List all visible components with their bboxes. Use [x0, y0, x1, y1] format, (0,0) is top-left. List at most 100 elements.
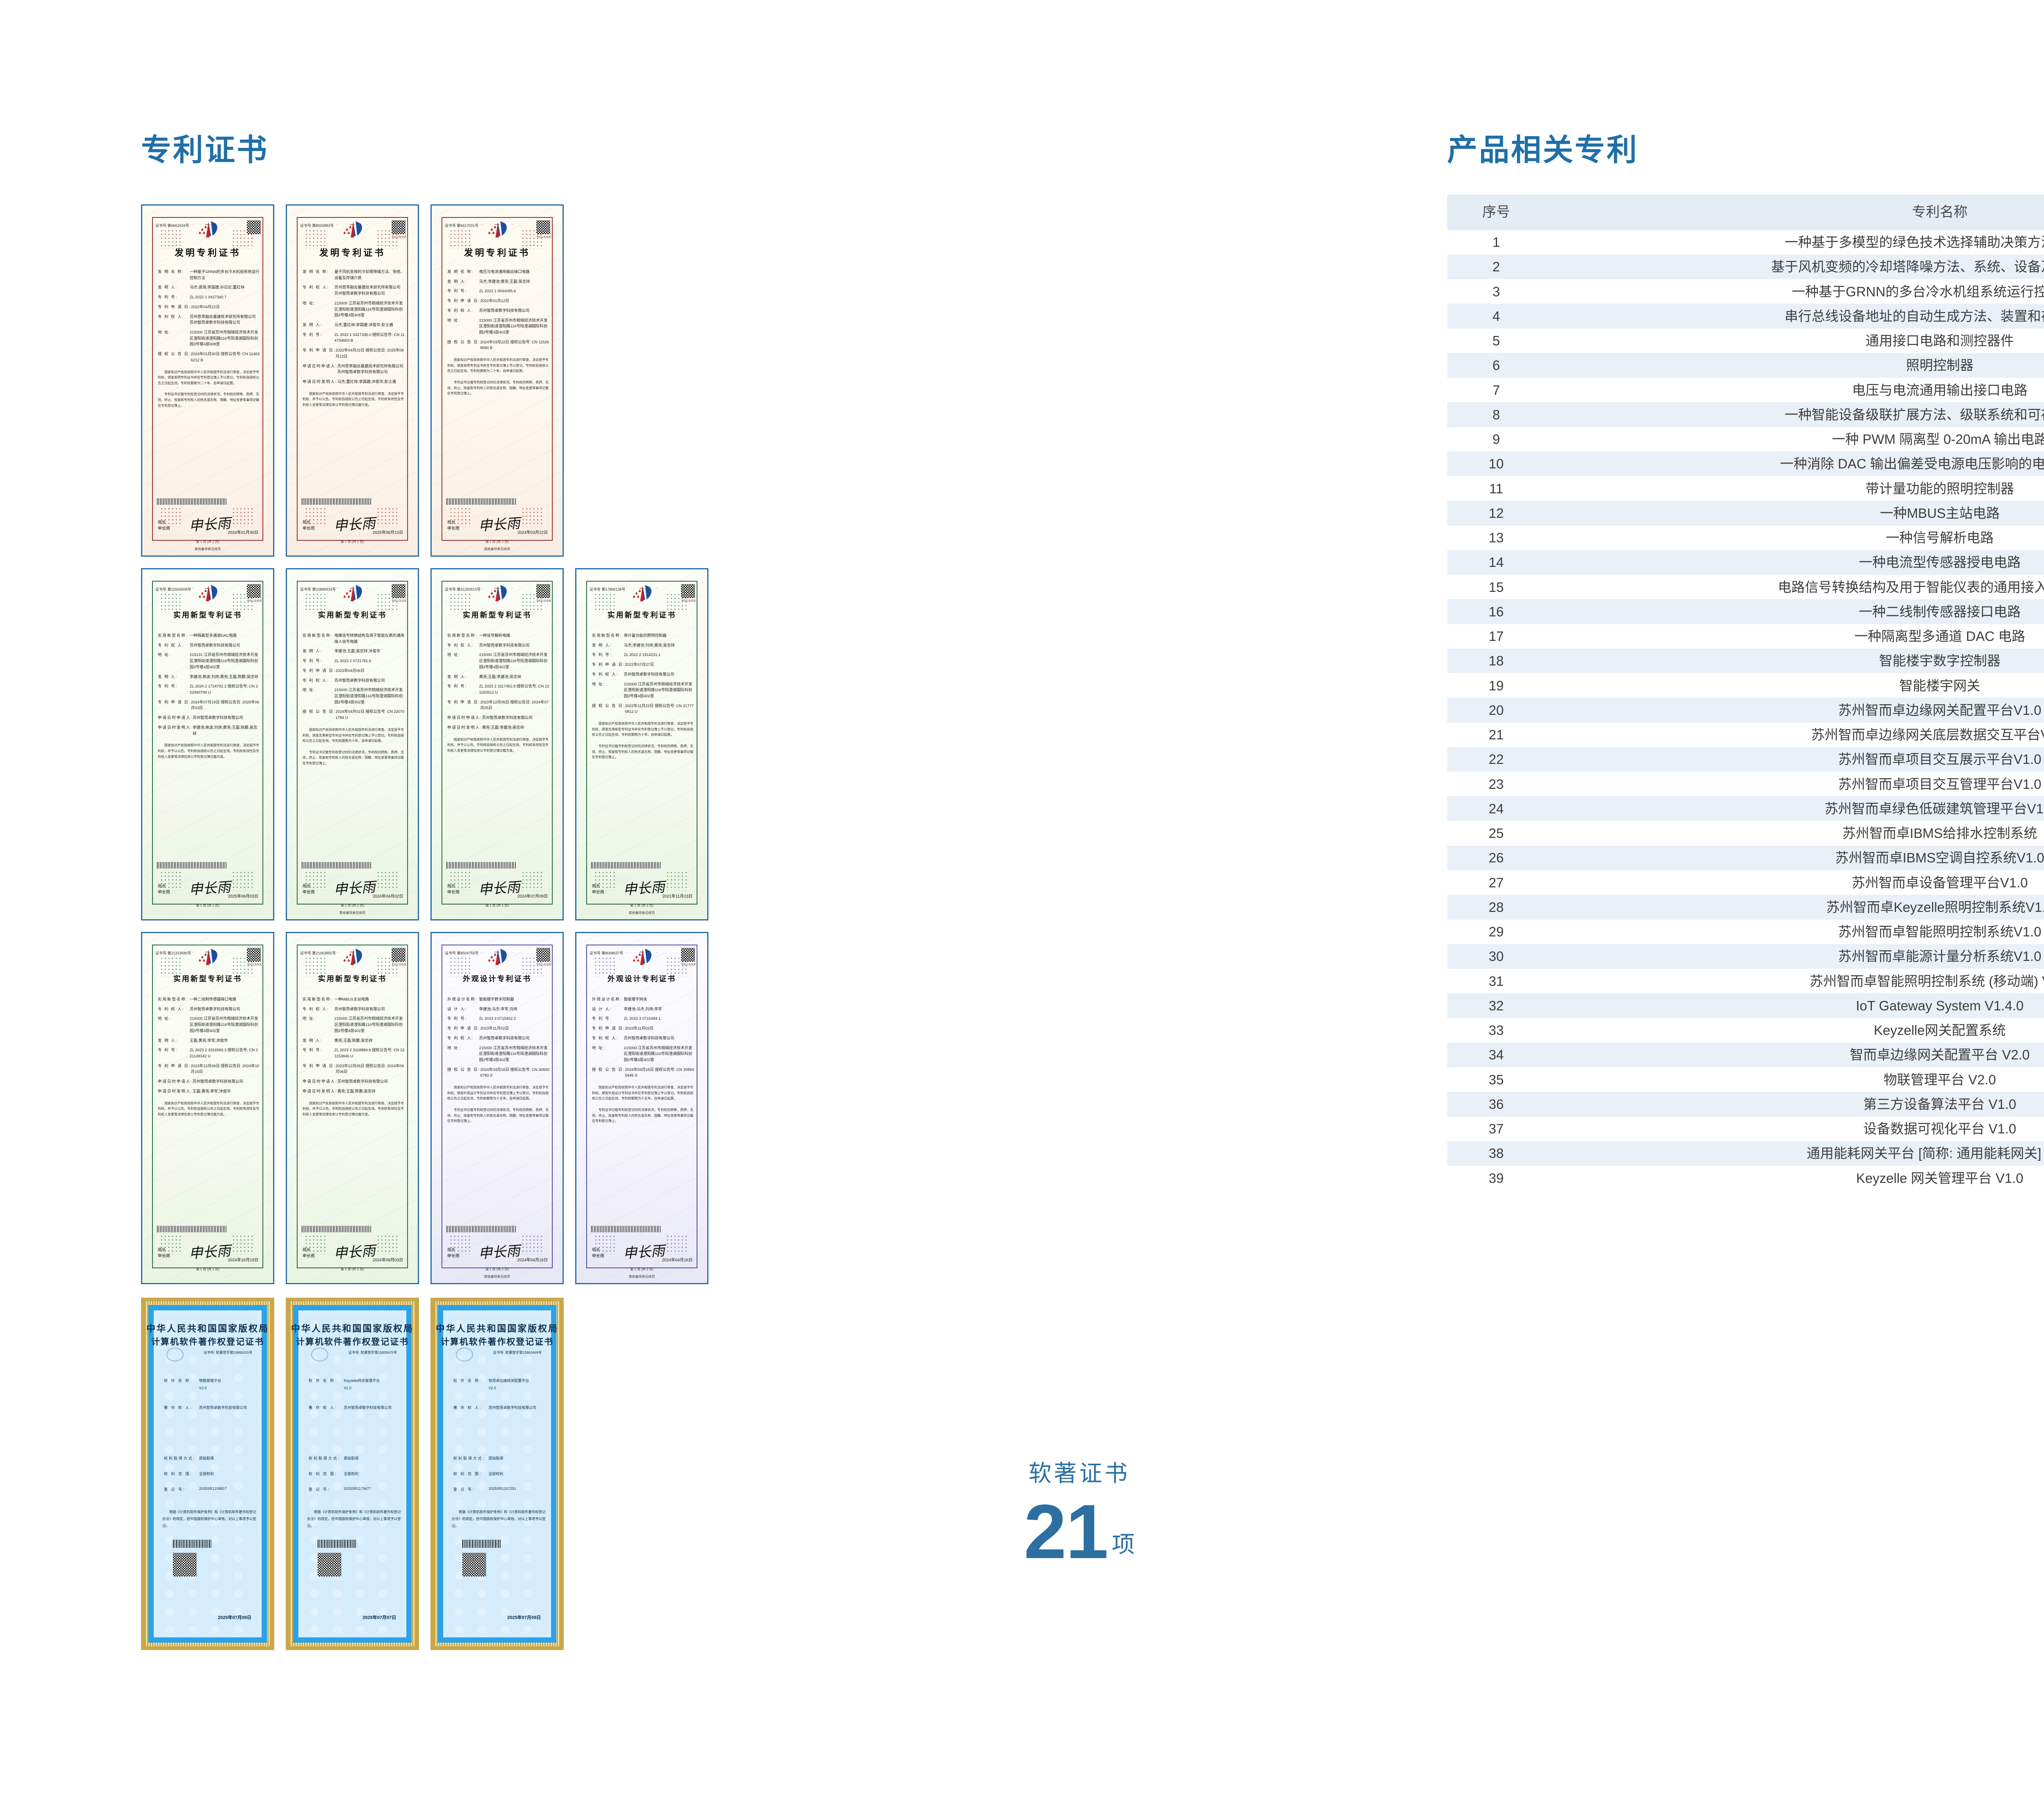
certificate-field-label: 地 址: [592, 1046, 605, 1050]
patent-certificate-card: 证书号 第21250515号 专利公告信息 实用新型专利证书 实用新型名称: 一种信号解… [430, 568, 564, 920]
cell-patent-index: 11 [1489, 481, 1504, 496]
certificate-ornament [327, 214, 378, 225]
certificate-field-value: 苏州智而卓数字科技有限公司 [193, 716, 243, 721]
certificate-field-label: 专 利 权 人: [303, 1007, 329, 1012]
cell-patent-name: 照明控制器 [1906, 358, 1974, 373]
table-row: 3一种基于GRNN的多台冷水机组系统运行控制方法发明 [1447, 279, 2044, 304]
certificate-legal-paragraph: 专利证书记载专利权登记时的法律状况。专利权的转移、质押、无效、终止、恢复和专利权… [592, 1108, 693, 1123]
certificate-field: 专 利 号: ZL 2023 2 3117452.8 授权公告号: CN 2211… [447, 684, 549, 696]
certificate-field: 申请日时发明人: 王磊;黄亮;李军;沐俊华 [158, 1089, 260, 1095]
cell-patent-name: 带计量功能的照明控制器 [1865, 481, 2014, 496]
corner-ornament-icon [306, 869, 327, 891]
cell-patent-name: 一种 PWM 隔离型 0-20mA 输出电路 [1831, 432, 2044, 447]
software-field: 登 记 号: 2025SR1179477 [309, 1487, 403, 1492]
certificate-field: 外观设计名称: 智能楼宇网关 [592, 997, 694, 1003]
software-field-value: 全部权利 [344, 1472, 359, 1476]
qr-code-icon [247, 948, 261, 962]
certificate-field-label: 授 权 公 告 日: [303, 710, 336, 714]
cell-patent-name: 第三方设备算法平台 V1.0 [1863, 1096, 2017, 1112]
certificate-field-label: 专 利 申 请 日: [447, 1026, 480, 1031]
certificate-number: 证书号 第6617031号 [445, 224, 479, 228]
certificate-field: 地 址: 215000 江苏省苏州市相城经济技术开发区澄阳街道澄阳路116号阳澄湖… [447, 318, 549, 336]
certificate-field-value: 215000 江苏省苏州市相城经济技术开发区澄阳街道澄阳路116号阳澄湖国际科创… [479, 318, 548, 335]
corner-ornament-icon [450, 228, 472, 249]
qr-code-icon [681, 948, 695, 962]
certificate-field: 地 址: 215000 江苏省苏州市相城经济技术开发区澄阳街道澄阳路116号阳澄湖… [592, 682, 694, 700]
certificate-outer-border [575, 932, 708, 1284]
certificate-field-value: ZL 2023 2 3118884.8 授权公告号: CN 221153846 … [334, 1048, 405, 1059]
certificate-field-value: 2024年04月16日 授权公告号: CN 308545445 S [625, 1067, 694, 1078]
qr-code-icon [392, 220, 406, 234]
certificate-field: 发 明 人: 马杰;李建池;刘炜;黄亮;吴志祥 [592, 643, 694, 649]
certificate-field-label: 外观设计名称: [592, 997, 622, 1002]
corner-ornament-icon [522, 506, 544, 527]
cell-patent-name: 苏州智而卓IBMS空调自控系统V1.0 [1835, 850, 2044, 866]
cell-patent-name: 一种电流型传感器授电电路 [1859, 555, 2021, 570]
corner-ornament-icon [522, 1233, 544, 1254]
certificate-field-value: 2024年01月30日 授权公告号: CN 114636212 B [191, 352, 260, 363]
certificate-field: 地 址: 215000 江苏省苏州市相城经济技术开发区澄阳街道澄阳路116号阳澄湖… [447, 652, 549, 670]
cell-patent-index: 38 [1488, 1146, 1504, 1161]
certificate-field: 专 利 申 请 日: 2023年12月05日 授权公告日: 2024年09月06日 [303, 1064, 405, 1075]
certificate-field-label: 申请日时申请人: [303, 1079, 338, 1084]
certificate-field: 专 利 号: ZL 2022 1 0044095.6 [447, 289, 549, 295]
certificate-number: 证书号 第8504755号 [445, 951, 479, 955]
cell-patent-name: 苏州智而卓边缘网关底层数据交互平台V1.0 [1811, 727, 2044, 742]
certificate-field: 专 利 申 请 日: 2022年01月12日 [447, 298, 549, 305]
corner-ornament-icon [595, 955, 616, 976]
software-field-value: 原始取得 [489, 1456, 504, 1460]
certificate-field-label: 专 利 权 人: [303, 285, 329, 290]
signer-name: 申长雨 [447, 890, 459, 895]
certificate-field: 专 利 号: ZL 2023 2 3118884.8 授权公告号: CN 2211… [303, 1048, 405, 1059]
software-field-label: 著 作 权 人: [164, 1406, 193, 1410]
software-field-label: 登 记 号: [453, 1487, 475, 1491]
certificate-field: 专 利 号: ZL 2023 2 3316583.3 授权公告号: CN 2211… [158, 1048, 260, 1059]
certificate-page-footer: 第 1 页 (共 1 页) [485, 904, 509, 907]
software-certificate-number: 证书号: 软著登字第15863449号 [493, 1350, 542, 1355]
certificate-ornament [472, 214, 522, 225]
certificate-ornament [616, 942, 667, 952]
certificate-field: 专 利 权 人: 苏州智而卓数字科技有限公司 [447, 308, 549, 314]
certificate-field-label: 实用新型名称: [303, 634, 333, 638]
software-field: 软 件 名 称: 智而卓边缘网关配置平台 [453, 1378, 547, 1383]
signer-title: 局长 [592, 1248, 600, 1252]
certificate-field-label: 专 利 申 请 日: [447, 700, 480, 705]
software-copyright-certificate-card: 中华人民共和国国家版权局 计算机软件著作权登记证书 证书号: 软著登字第158356… [286, 1298, 419, 1650]
certificate-page-footer: 第 1 页 (共 2 页) [630, 1267, 654, 1271]
certificate-field: 设 计 人: 李建池;马杰;刘炜;李军 [592, 1007, 694, 1013]
certificate-field-label: 专 利 号: [592, 653, 612, 658]
certificate-field-label: 专 利 号: [592, 1017, 612, 1021]
certificate-field-label: 发 明 人: [592, 643, 612, 648]
cell-patent-index: 39 [1488, 1170, 1504, 1186]
certificate-field-value: 2022年01月12日 [480, 299, 509, 304]
barcode-icon [302, 498, 371, 505]
certificate-page-footer: 第 1 页 (共 1 页) [341, 1267, 364, 1271]
software-field: 登 记 号: 2025SR1208817 [164, 1487, 258, 1492]
cell-patent-index: 26 [1488, 850, 1504, 866]
certificate-field: 申请日时发明人: 黄亮;王磊;李建池;吴志祥 [447, 725, 549, 731]
corner-ornament-icon [450, 506, 472, 527]
certificate-continuation-note: 其他事项参见续页 [484, 1275, 510, 1279]
signature-icon: 申长雨 [477, 1243, 521, 1262]
software-field-label: 著 作 权 人: [309, 1406, 338, 1410]
software-field: 权 利 范 围: 全部权利 [164, 1471, 258, 1476]
certificate-body: 外观设计名称: 智能楼宇数字控制器设 计 人: 李建池;马杰;李军;刘炜专 利 号:… [447, 997, 549, 1124]
qr-code-label: 专利公告信息 [536, 964, 551, 966]
certificate-legal-paragraph: 国家知识产权局依照中华人民共和国专利法进行审查，决定授予专利权，颁发实用新型专利… [592, 722, 693, 737]
software-copyright-certificate-card: 中华人民共和国国家版权局 计算机软件著作权登记证书 证书号: 软著登字第158634… [430, 1298, 564, 1650]
cell-patent-index: 15 [1488, 579, 1504, 595]
table-header-row: 序号 专利名称 专利类型 [1447, 195, 2044, 230]
qr-code-label: 专利公告信息 [681, 964, 696, 966]
certificate-field-label: 专 利 权 人: [592, 672, 619, 677]
certificate-field: 申请日时发明人: 马杰;董红林;李国建;沐俊华;彭士通 [303, 379, 405, 385]
qr-code-icon [247, 220, 261, 234]
cell-patent-name: 苏州智而卓Keyzelle照明控制系统V1.0 [1826, 899, 2044, 915]
software-field: 著 作 权 人: 苏州智而卓数字科技有限公司 [164, 1405, 258, 1410]
certificate-outer-border [286, 568, 419, 920]
certificate-field: 申请日时申请人: 苏州智而卓数字科技有限公司 [447, 715, 549, 721]
signer-title: 局长 [303, 520, 311, 525]
software-field: V2.0 [453, 1386, 547, 1390]
certificate-field-value: 电压与电流通用输出接口电路 [479, 270, 530, 274]
